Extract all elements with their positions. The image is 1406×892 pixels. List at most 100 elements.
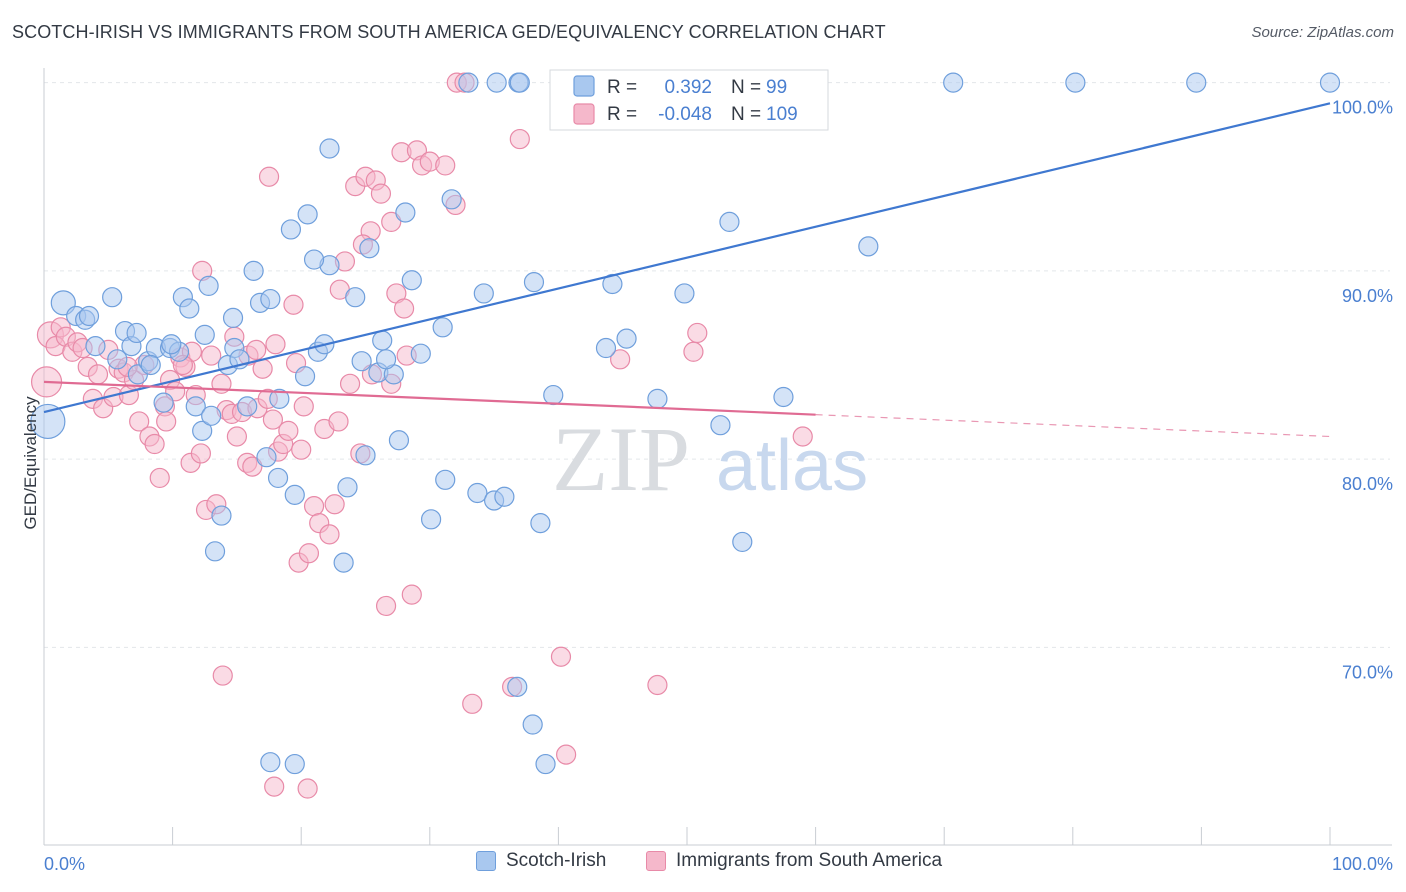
scotch-irish-point	[543, 384, 564, 406]
south-america-point	[278, 420, 299, 441]
trend-line-extension	[815, 414, 1331, 438]
scotch-irish-point	[297, 204, 318, 225]
axes	[43, 68, 1392, 846]
legend-n-value: 109	[766, 104, 798, 125]
south-america-point	[393, 298, 415, 319]
scotch-irish-point	[351, 351, 372, 372]
south-america-point	[319, 524, 340, 545]
watermark-atlas: atlas	[716, 426, 868, 506]
scotch-irish-point	[530, 512, 551, 534]
scotch-irish-point	[194, 324, 215, 345]
scotch-irish-point	[85, 336, 106, 357]
y-tick-label: 70.0%	[1342, 662, 1393, 682]
scotch-irish-point	[522, 714, 543, 735]
scotch-irish-point	[943, 72, 964, 93]
south-america-point	[129, 411, 150, 432]
scotch-irish-point	[647, 388, 668, 409]
south-america-point	[339, 373, 361, 394]
scotch-irish-point	[78, 305, 100, 327]
scotch-irish-point	[432, 317, 453, 338]
y-axis-label: GED/Equivalency	[21, 396, 40, 530]
scotch-irish-point	[284, 753, 305, 775]
scotch-irish-point	[153, 392, 174, 413]
scotch-irish-point	[211, 505, 232, 526]
scotch-irish-point	[401, 270, 422, 291]
south-america-point	[370, 183, 392, 204]
legend-n-value: 99	[766, 77, 787, 98]
chart-title: SCOTCH-IRISH VS IMMIGRANTS FROM SOUTH AM…	[12, 22, 886, 42]
legend-r-value: -0.048	[658, 104, 712, 125]
south-america-point	[87, 364, 109, 385]
scotch-irish-point	[486, 72, 507, 93]
y-tick-label: 80.0%	[1342, 474, 1393, 494]
scotch-irish-point	[179, 298, 200, 319]
scotch-irish-point	[359, 238, 380, 259]
south-america-point	[212, 665, 233, 686]
legend-swatch-blue	[476, 851, 496, 871]
south-america-point	[556, 744, 577, 765]
south-america-point	[687, 322, 708, 344]
scotch-irish-point	[294, 366, 316, 387]
x-tick-label: 100.0%	[1332, 854, 1393, 874]
scotch-irish-point	[30, 403, 66, 440]
south-america-point	[262, 409, 284, 430]
scotch-irish-point	[441, 189, 462, 210]
scotch-irish-point	[161, 334, 182, 355]
scotch-irish-point	[710, 415, 731, 436]
x-tick-label: 0.0%	[44, 854, 85, 874]
south-america-point	[298, 543, 320, 564]
south-america-point	[381, 211, 402, 232]
south-america-point	[190, 443, 211, 464]
scotch-irish-point	[107, 349, 128, 370]
scotch-irish-point	[260, 288, 281, 310]
scotch-irish-point	[473, 283, 494, 304]
scotch-irish-point	[126, 322, 147, 344]
scotch-irish-point	[140, 354, 161, 376]
south-america-point	[264, 776, 285, 797]
scotch-irish-point	[388, 430, 410, 451]
scotch-irish-point	[858, 236, 879, 257]
south-america-point	[144, 433, 165, 455]
south-america-point	[462, 693, 483, 714]
legend-blue-swatch	[573, 75, 595, 97]
scotch-irish-point	[256, 447, 277, 468]
scotch-irish-point	[616, 328, 637, 349]
south-america-point	[550, 646, 572, 667]
scotch-irish-point	[284, 484, 305, 505]
south-america-point	[293, 396, 314, 417]
scotch-irish-point	[435, 469, 456, 490]
legend-pink-swatch	[573, 103, 595, 125]
south-america-point	[156, 411, 177, 432]
scotch-irish-point	[372, 330, 393, 351]
scotch-irish-point	[773, 386, 794, 408]
south-america-point	[647, 674, 668, 696]
scotch-irish-point	[198, 275, 219, 296]
south-america-point	[246, 339, 267, 361]
legend-bottom: Scotch-Irish Immigrants from South Ameri…	[0, 850, 1406, 880]
scotch-irish-point	[523, 272, 545, 293]
legend-top-box	[549, 69, 829, 131]
south-america-point	[226, 426, 247, 447]
scotch-irish-point	[192, 420, 213, 441]
south-america-point	[610, 349, 631, 370]
scotch-irish-point	[355, 445, 376, 466]
y-tick-label: 100.0%	[1332, 98, 1393, 118]
scotch-irish-point	[102, 287, 123, 308]
south-america-point	[201, 345, 222, 366]
scotch-irish-point	[269, 388, 290, 409]
scotch-irish-point	[1065, 72, 1086, 93]
scotch-irish-point	[333, 552, 354, 573]
scotch-irish-point	[1319, 72, 1341, 93]
scotch-irish-point	[337, 477, 358, 498]
scotch-irish-point	[420, 509, 442, 530]
scotch-irish-point	[719, 211, 740, 232]
legend-label: Immigrants from South America	[676, 850, 943, 871]
y-tick-labels: 70.0% 80.0% 90.0% 100.0%	[1332, 98, 1393, 683]
legend-swatch-pink	[646, 851, 666, 871]
legend-r-label: R =	[607, 104, 637, 125]
south-america-point	[401, 584, 422, 605]
scotch-irish-point	[535, 753, 556, 775]
south-america-point	[303, 496, 325, 517]
south-america-point	[324, 494, 345, 515]
scotch-irish-point	[201, 405, 222, 426]
